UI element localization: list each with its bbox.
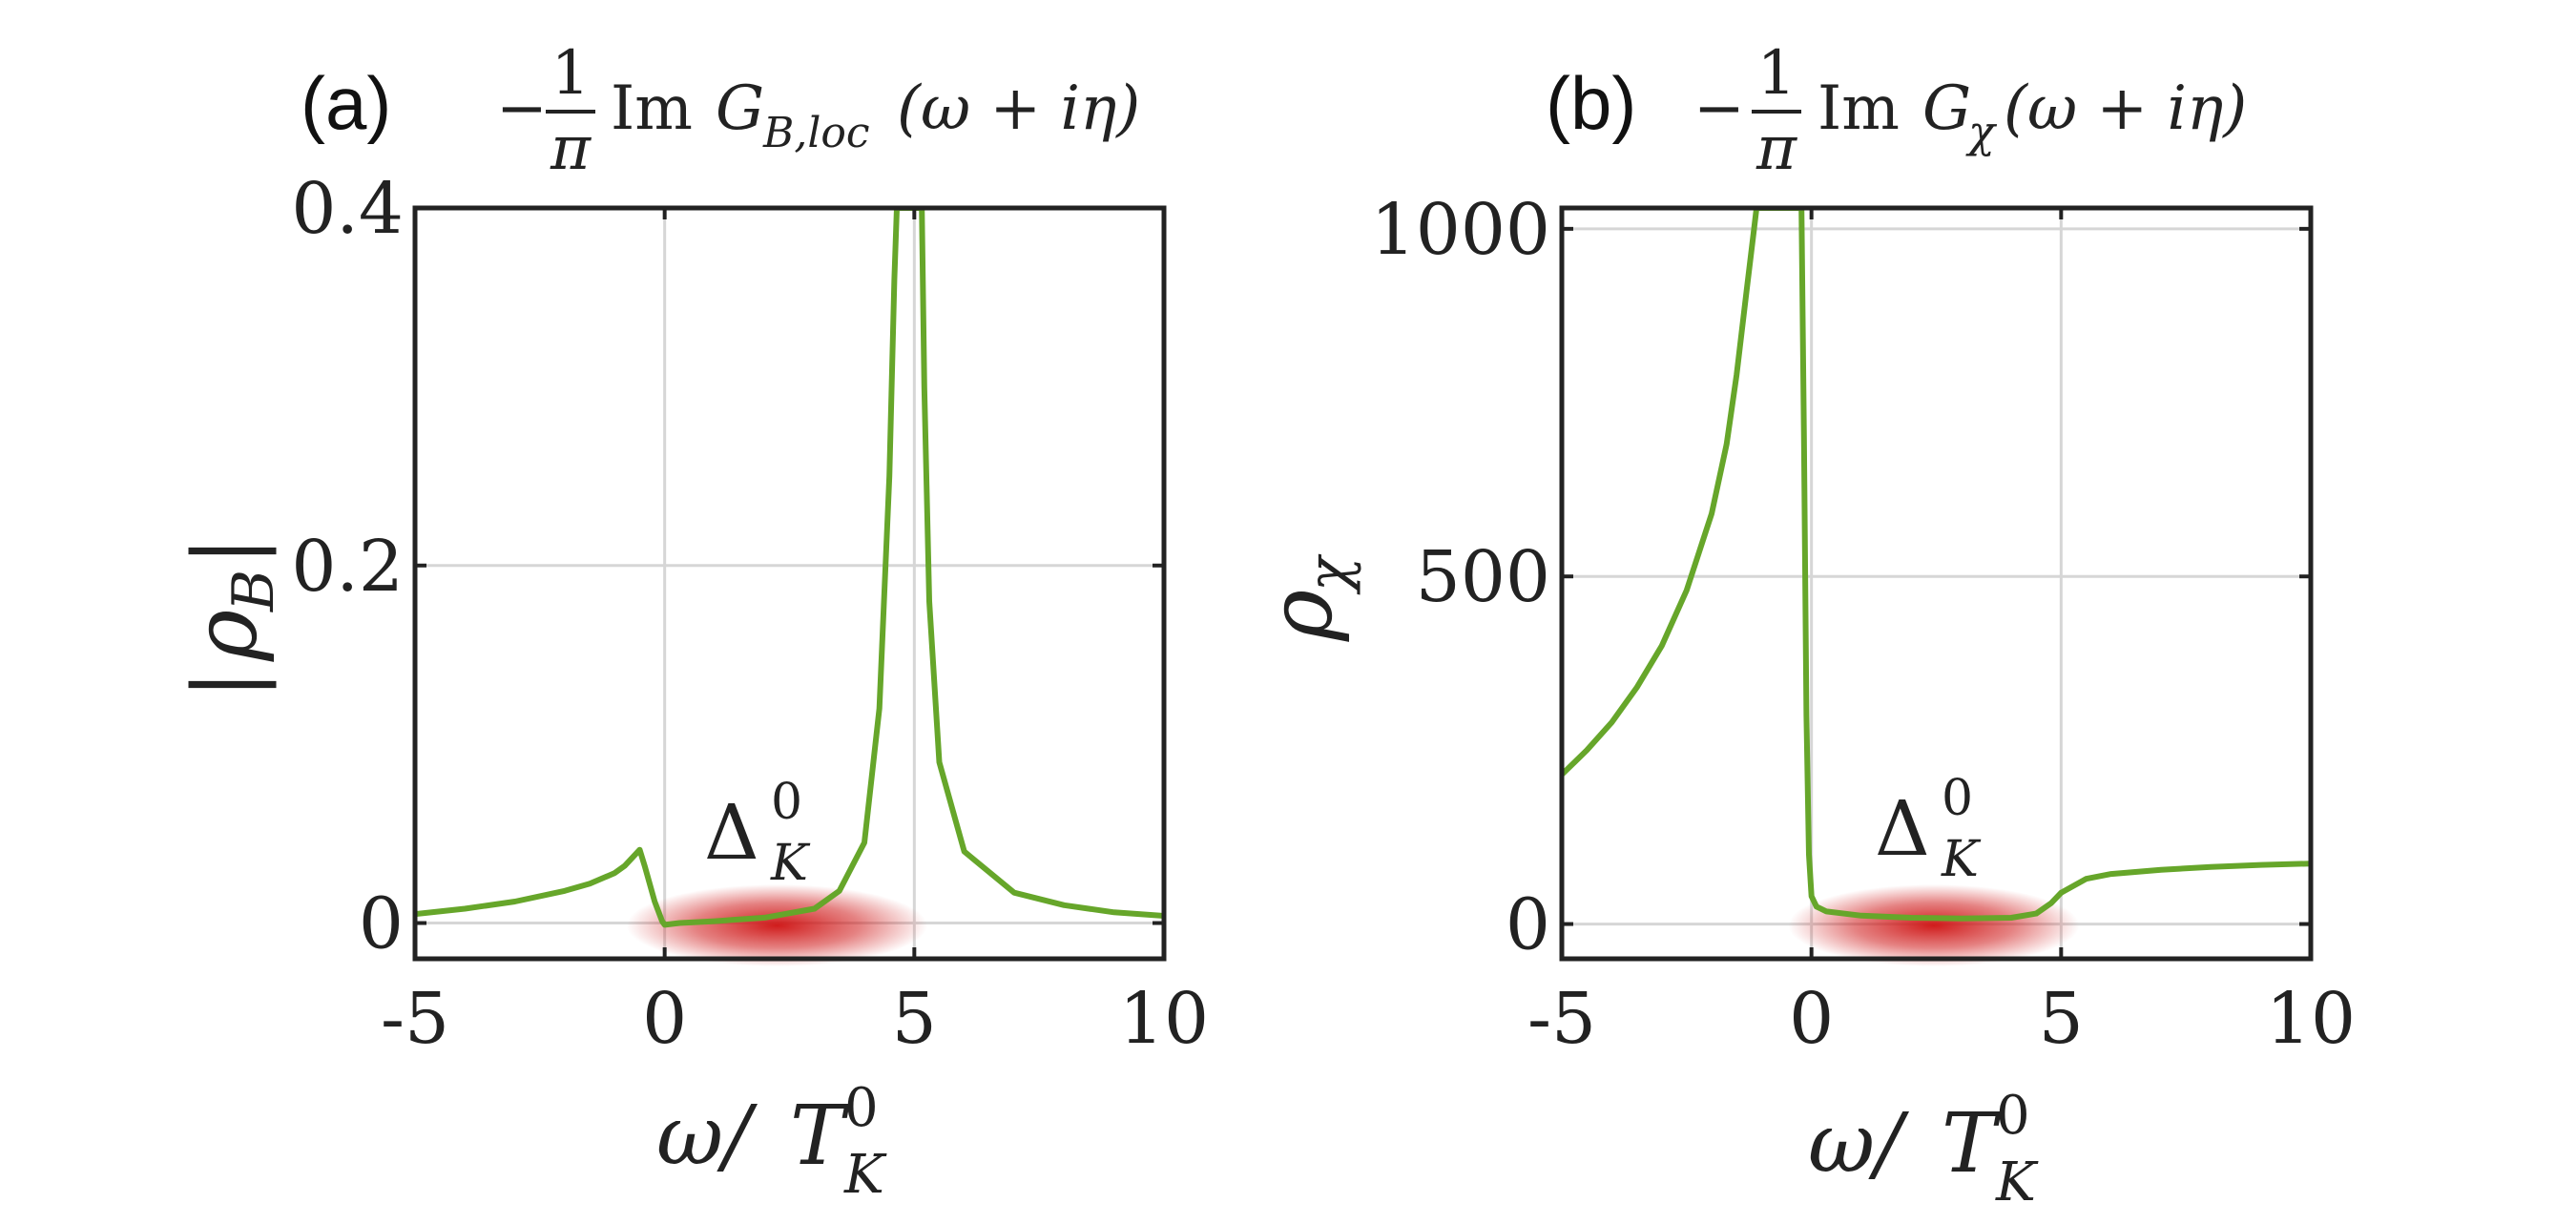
- ylabel-bar-left: |: [175, 670, 277, 699]
- xlabel-superscript: 0: [844, 1077, 879, 1139]
- band-label-sup: 0: [771, 774, 802, 831]
- panel-b-grid: [1562, 208, 2311, 959]
- formula-denominator: π: [550, 114, 592, 184]
- panel-b-ytick-label-0: 0: [1506, 884, 1550, 966]
- ylabel-symbol: ρ: [175, 610, 277, 662]
- panel-a-axes-box: [412, 205, 1167, 962]
- panel-b-axes-box: [1559, 205, 2314, 962]
- formula-minus: −: [1693, 73, 1745, 144]
- xlabel-superscript: 0: [1996, 1085, 2030, 1147]
- panel-a-ytick-label-2: 0.4: [291, 168, 404, 250]
- ylabel-bar-right: |: [175, 536, 277, 566]
- formula-denominator: π: [1755, 114, 1797, 184]
- panel-a-xtick-label-1: 0: [642, 978, 687, 1060]
- xlabel-omega: ω/: [656, 1089, 758, 1184]
- xlabel-subscript: K: [1995, 1151, 2039, 1214]
- panel-b-ylabel: ρ χ: [1250, 553, 1362, 642]
- formula-argument: (ω + iη): [2004, 73, 2247, 144]
- panel-a-xtick-label-2: 5: [892, 978, 937, 1060]
- panel-a-xtick-label-0: -5: [381, 978, 449, 1060]
- formula-im: Im: [611, 73, 693, 144]
- band-label-delta: Δ: [1875, 784, 1930, 873]
- panel-b-xtick-label-2: 5: [2039, 978, 2084, 1060]
- formula-minus: −: [496, 73, 548, 144]
- xlabel-omega: ω/: [1808, 1096, 1909, 1192]
- panel-a-xlabel: ω/ T 0 K: [656, 1077, 887, 1206]
- formula-G: G: [1922, 73, 1971, 144]
- panel-b-formula: − 1 π Im G χ (ω + iη): [1693, 38, 2247, 184]
- ylabel-subscript: B: [220, 570, 287, 612]
- panel-b-ytick-label-1: 500: [1416, 536, 1550, 618]
- formula-argument: (ω + iη): [897, 73, 1140, 144]
- panel-b-xtick-label-1: 0: [1789, 978, 1834, 1060]
- band-label-delta: Δ: [704, 788, 759, 877]
- ylabel-subscript: χ: [1296, 553, 1362, 595]
- panel-a-label: (a): [301, 61, 391, 145]
- panel-a-formula: − 1 π Im G B,loc (ω + iη): [496, 38, 1140, 184]
- panel-a-xtick-label-3: 10: [1119, 978, 1209, 1060]
- panel-b-band-label: Δ 0 K: [1875, 770, 1982, 888]
- xlabel-T: T: [790, 1089, 850, 1184]
- formula-numerator: 1: [1757, 38, 1797, 109]
- panel-b-curve: [1562, 208, 2311, 922]
- xlabel-T: T: [1942, 1096, 2002, 1192]
- panel-b-ytick-label-2: 1000: [1371, 189, 1550, 271]
- formula-subscript: B,loc: [762, 109, 870, 157]
- formula-numerator: 1: [551, 38, 591, 109]
- panel-b-gap-band: [1788, 884, 2080, 966]
- panel-a-curve: [415, 208, 1164, 928]
- band-label-sub: K: [1941, 831, 1982, 888]
- ylabel-symbol: ρ: [1250, 590, 1352, 642]
- formula-subscript: χ: [1965, 106, 1998, 157]
- formula-im: Im: [1818, 73, 1900, 144]
- panel-b-xtick-label-0: -5: [1527, 978, 1596, 1060]
- band-label-sup: 0: [1942, 770, 1973, 827]
- panel-a-ytick-label-0: 0: [359, 883, 404, 965]
- xlabel-subscript: K: [843, 1144, 887, 1206]
- formula-G: G: [716, 73, 764, 144]
- panel-b-gap-band-rect: [1788, 884, 2080, 966]
- panel-b-xtick-label-3: 10: [2266, 978, 2356, 1060]
- panel-a: -5 0 5 1000.20.4 Δ 0 K (a) − 1 π Im G B,loc…: [175, 38, 1209, 1206]
- panel-a-ylabel: | ρ B |: [175, 536, 287, 699]
- panel-a-band-label: Δ 0 K: [704, 774, 811, 892]
- panel-a-ytick-label-1: 0.2: [291, 526, 404, 608]
- panel-b-label: (b): [1546, 61, 1636, 145]
- band-label-sub: K: [770, 835, 811, 892]
- panel-b-xlabel: ω/ T 0 K: [1808, 1085, 2039, 1214]
